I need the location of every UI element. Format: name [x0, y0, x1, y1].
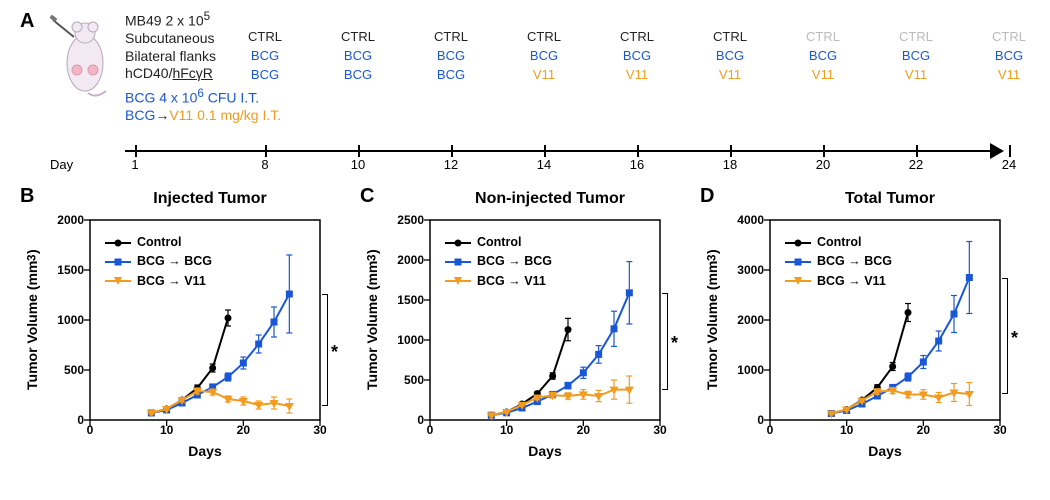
significance-bracket: [322, 294, 328, 406]
legend-bcg: BCG → BCG: [105, 252, 212, 271]
legend-control: Control: [105, 233, 212, 252]
timeline-column: CTRLBCGBCG: [328, 28, 388, 85]
significance-star: *: [1011, 328, 1018, 349]
timeline-tick-label: 22: [909, 157, 923, 172]
panel-c-label: C: [360, 185, 374, 208]
panel-c-xlabel: Days: [430, 443, 660, 459]
panel-c-ylabel: Tumor Volume (mm3): [364, 220, 380, 420]
timeline-tick-label: 1: [131, 157, 138, 172]
timeline-tick: [265, 145, 267, 157]
y-tick-label: 0: [714, 413, 764, 427]
timeline-tick-label: 8: [261, 157, 268, 172]
panel-c-title: Non-injected Tumor: [430, 190, 670, 208]
legend-control: Control: [445, 233, 552, 252]
y-tick-label: 0: [34, 413, 84, 427]
timeline-tick: [730, 145, 732, 157]
timeline-column: CTRLBCGV11: [700, 28, 760, 85]
timeline-column: CTRLBCGV11: [514, 28, 574, 85]
timeline-tick-label: 20: [816, 157, 830, 172]
timeline-tick-label: 18: [723, 157, 737, 172]
y-tick-label: 0: [374, 413, 424, 427]
x-tick-label: 30: [653, 423, 666, 437]
panel-b-label: B: [20, 185, 34, 208]
x-tick-label: 0: [427, 423, 434, 437]
y-tick-label: 1000: [714, 363, 764, 377]
x-tick-label: 20: [237, 423, 250, 437]
legend: Control BCG → BCG BCG → V11: [445, 233, 552, 291]
y-tick-label: 1000: [34, 313, 84, 327]
panel-d-title: Total Tumor: [770, 190, 1010, 208]
legend-bcg: BCG → BCG: [445, 252, 552, 271]
panel-c: C Non-injected Tumor Tumor Volume (mm3) …: [360, 185, 680, 485]
x-tick-label: 20: [577, 423, 590, 437]
significance-star: *: [331, 342, 338, 363]
timeline-tick: [916, 145, 918, 157]
legend: Control BCG → BCG BCG → V11: [105, 233, 212, 291]
x-tick-label: 0: [87, 423, 94, 437]
x-tick-label: 30: [313, 423, 326, 437]
x-tick-label: 0: [767, 423, 774, 437]
legend-control: Control: [785, 233, 892, 252]
panel-a: A MB49 2 x 105 Subcutaneous Bilateral fl…: [20, 10, 1030, 180]
significance-bracket: [1002, 278, 1008, 395]
y-tick-label: 2000: [34, 213, 84, 227]
legend-bcg: BCG → BCG: [785, 252, 892, 271]
timeline-tick: [1009, 145, 1011, 157]
setup-bcg-line: BCG 4 x 106 CFU I.T.: [125, 87, 281, 107]
x-tick-label: 10: [500, 423, 513, 437]
panel-d-xlabel: Days: [770, 443, 1000, 459]
y-tick-label: 500: [34, 363, 84, 377]
legend: Control BCG → BCG BCG → V11: [785, 233, 892, 291]
timeline-tick-label: 12: [444, 157, 458, 172]
panel-a-label: A: [20, 10, 34, 33]
y-tick-label: 2500: [374, 213, 424, 227]
legend-v11: BCG → V11: [445, 272, 552, 291]
y-tick-label: 1500: [34, 263, 84, 277]
chart-row: B Injected Tumor Tumor Volume (mm3) Days…: [20, 185, 1030, 485]
timeline-column: CTRLBCGBCG: [421, 28, 481, 85]
timeline-tick-label: 24: [1002, 157, 1016, 172]
y-tick-label: 4000: [714, 213, 764, 227]
panel-b: B Injected Tumor Tumor Volume (mm3) Days…: [20, 185, 340, 485]
y-tick-label: 2000: [714, 313, 764, 327]
panel-b-xlabel: Days: [90, 443, 320, 459]
timeline-tick-label: 16: [630, 157, 644, 172]
timeline-tick: [823, 145, 825, 157]
timeline-tick: [451, 145, 453, 157]
legend-v11: BCG → V11: [785, 272, 892, 291]
legend-v11: BCG → V11: [105, 272, 212, 291]
mouse-icon: [50, 15, 120, 105]
panel-d: D Total Tumor Tumor Volume (mm3) Days Co…: [700, 185, 1020, 485]
x-tick-label: 10: [840, 423, 853, 437]
timeline-column: CTRLBCGV11: [979, 28, 1039, 85]
timeline-column: CTRLBCGV11: [886, 28, 946, 85]
timeline-tick: [544, 145, 546, 157]
y-tick-label: 1500: [374, 293, 424, 307]
timeline-column: CTRLBCGBCG: [235, 28, 295, 85]
panel-b-title: Injected Tumor: [90, 190, 330, 208]
timeline-day-label: Day: [50, 157, 110, 172]
timeline-tick: [637, 145, 639, 157]
timeline-tick: [358, 145, 360, 157]
timeline-tick-label: 10: [351, 157, 365, 172]
panel-d-label: D: [700, 185, 714, 208]
timeline-column: CTRLBCGV11: [607, 28, 667, 85]
significance-bracket: [662, 293, 668, 390]
timeline-tick: [135, 145, 137, 157]
significance-star: *: [671, 333, 678, 354]
timeline-column: CTRLBCGV11: [793, 28, 853, 85]
x-tick-label: 30: [993, 423, 1006, 437]
y-tick-label: 2000: [374, 253, 424, 267]
timeline-tick-label: 14: [537, 157, 551, 172]
timeline-axis: [125, 150, 995, 152]
timeline: Day 18CTRLBCGBCG10CTRLBCGBCG12CTRLBCGBCG…: [20, 110, 1020, 170]
x-tick-label: 10: [160, 423, 173, 437]
y-tick-label: 3000: [714, 263, 764, 277]
x-tick-label: 20: [917, 423, 930, 437]
figure-root: A MB49 2 x 105 Subcutaneous Bilateral fl…: [20, 10, 1030, 485]
y-tick-label: 1000: [374, 333, 424, 347]
y-tick-label: 500: [374, 373, 424, 387]
